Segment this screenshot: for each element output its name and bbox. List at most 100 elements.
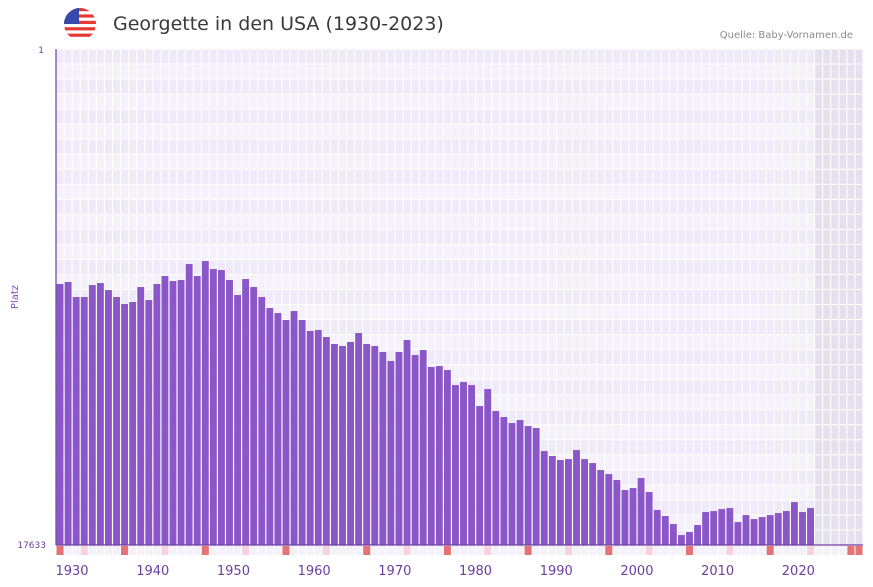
bar-2021[interactable]: [790, 502, 798, 545]
bar-1984[interactable]: [492, 411, 500, 545]
bar-2013[interactable]: [726, 508, 734, 545]
bar-1945[interactable]: [177, 280, 185, 545]
bar-1944[interactable]: [169, 281, 177, 545]
bar-1966[interactable]: [347, 342, 354, 545]
bar-1993[interactable]: [565, 459, 572, 545]
bar-1981[interactable]: [468, 385, 476, 545]
bar-1980[interactable]: [460, 382, 467, 545]
bar-1992[interactable]: [556, 460, 564, 545]
bar-1969[interactable]: [371, 346, 379, 545]
grid-cell: [685, 79, 694, 94]
bar-1958[interactable]: [282, 320, 290, 545]
bar-1950[interactable]: [218, 270, 225, 545]
grid-cell: [508, 214, 516, 229]
bar-1962[interactable]: [314, 330, 322, 545]
bar-1965[interactable]: [339, 346, 346, 545]
grid-cell: [532, 124, 540, 139]
bar-2004[interactable]: [653, 510, 661, 545]
bar-1973[interactable]: [403, 340, 411, 545]
bar-1960[interactable]: [298, 320, 306, 545]
bar-1989[interactable]: [532, 428, 540, 545]
bar-1948[interactable]: [201, 261, 209, 545]
bar-2009[interactable]: [694, 525, 701, 545]
bar-1998[interactable]: [605, 474, 613, 545]
grid-cell: [807, 274, 815, 289]
bar-1943[interactable]: [161, 276, 169, 545]
bar-1974[interactable]: [411, 355, 419, 545]
bar-1986[interactable]: [508, 423, 516, 545]
bar-1985[interactable]: [500, 417, 508, 545]
bar-2022[interactable]: [799, 512, 806, 545]
bar-1991[interactable]: [548, 456, 556, 545]
bar-1957[interactable]: [274, 313, 282, 545]
bar-2010[interactable]: [702, 512, 710, 545]
bar-1963[interactable]: [322, 337, 330, 545]
bar-1979[interactable]: [452, 385, 459, 545]
bar-1959[interactable]: [290, 311, 298, 545]
bar-1930[interactable]: [56, 284, 64, 545]
bar-2007[interactable]: [677, 535, 685, 545]
bar-2019[interactable]: [774, 513, 782, 545]
bar-1935[interactable]: [96, 283, 104, 545]
bar-1933[interactable]: [80, 297, 88, 545]
bar-1988[interactable]: [524, 426, 532, 545]
bar-2017[interactable]: [758, 517, 766, 545]
bar-1942[interactable]: [153, 284, 161, 545]
bar-2000[interactable]: [621, 490, 629, 545]
bar-1977[interactable]: [435, 366, 443, 545]
bar-1967[interactable]: [355, 333, 363, 545]
bar-2005[interactable]: [661, 516, 669, 545]
grid-cell: [492, 49, 500, 64]
bar-2008[interactable]: [686, 532, 693, 545]
bar-1995[interactable]: [581, 459, 589, 545]
bar-1968[interactable]: [363, 344, 371, 545]
bar-1936[interactable]: [105, 290, 112, 545]
bar-2018[interactable]: [766, 515, 774, 545]
bar-1961[interactable]: [306, 331, 314, 545]
bar-1934[interactable]: [88, 285, 96, 545]
bar-1971[interactable]: [387, 361, 395, 545]
bar-1938[interactable]: [121, 304, 129, 545]
bar-2016[interactable]: [750, 519, 758, 545]
bar-1951[interactable]: [226, 280, 233, 545]
bar-1946[interactable]: [185, 264, 193, 545]
bar-1954[interactable]: [250, 287, 258, 545]
grid-cell: [387, 274, 395, 289]
bar-1994[interactable]: [573, 450, 580, 545]
bar-2020[interactable]: [782, 511, 790, 545]
bar-2002[interactable]: [637, 478, 645, 545]
bar-2012[interactable]: [718, 509, 726, 545]
bar-1955[interactable]: [258, 297, 266, 545]
bar-1996[interactable]: [589, 463, 597, 545]
bar-1947[interactable]: [193, 276, 201, 545]
bar-1940[interactable]: [137, 287, 145, 545]
bar-2014[interactable]: [734, 522, 742, 545]
bar-2006[interactable]: [669, 524, 677, 545]
bar-2015[interactable]: [742, 515, 750, 545]
bar-1939[interactable]: [129, 302, 137, 545]
bar-1976[interactable]: [427, 367, 435, 545]
bar-1932[interactable]: [72, 297, 80, 545]
bar-1990[interactable]: [540, 451, 548, 545]
bar-2001[interactable]: [629, 488, 637, 545]
bar-1975[interactable]: [419, 350, 427, 545]
bar-1953[interactable]: [242, 279, 250, 545]
bar-1978[interactable]: [443, 370, 451, 545]
bar-1982[interactable]: [476, 406, 484, 545]
bar-1952[interactable]: [234, 295, 242, 545]
bar-2003[interactable]: [645, 492, 653, 545]
bar-1999[interactable]: [613, 480, 621, 545]
bar-1964[interactable]: [330, 344, 338, 545]
bar-1931[interactable]: [64, 282, 72, 545]
bar-1997[interactable]: [597, 470, 605, 545]
bar-1937[interactable]: [113, 297, 120, 545]
bar-1987[interactable]: [516, 420, 524, 545]
bar-1972[interactable]: [395, 352, 403, 545]
bar-1983[interactable]: [484, 389, 492, 545]
bar-1941[interactable]: [145, 300, 153, 545]
bar-1956[interactable]: [266, 308, 274, 545]
bar-1970[interactable]: [379, 352, 387, 545]
bar-1949[interactable]: [209, 269, 217, 545]
bar-2023[interactable]: [807, 508, 814, 545]
bar-2011[interactable]: [710, 511, 718, 545]
